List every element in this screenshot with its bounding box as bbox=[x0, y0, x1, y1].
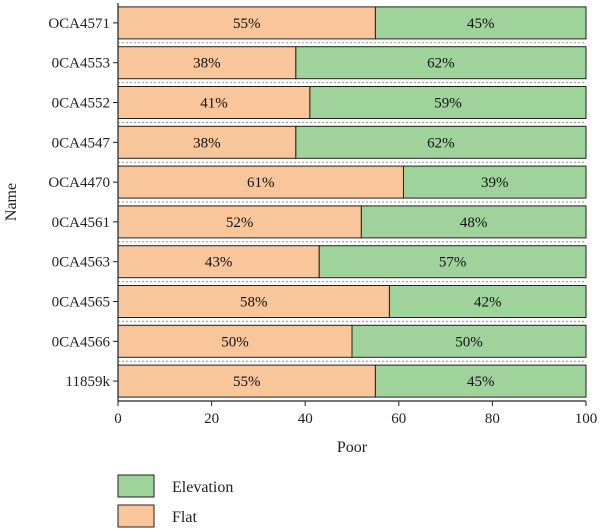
x-tick-label: 40 bbox=[298, 411, 313, 427]
bar-elevation-0ca4566 bbox=[351, 324, 587, 358]
legend-swatch-elevation bbox=[117, 474, 155, 498]
bar-label-flat-0ca4553: 38% bbox=[193, 56, 221, 72]
y-tick-label: 0CA4566 bbox=[52, 334, 111, 350]
bar-elevation-oca4470 bbox=[402, 165, 587, 199]
bar-elevation-0ca4553 bbox=[295, 46, 587, 80]
bar-label-elevation-0ca4563: 57% bbox=[439, 255, 467, 271]
bar-label-flat-oca4571: 55% bbox=[233, 16, 261, 32]
bar-elevation-0ca4561 bbox=[360, 205, 587, 239]
bar-label-flat-oca4470: 61% bbox=[247, 175, 275, 191]
legend-label-flat: Flat bbox=[172, 509, 197, 526]
x-tick-label: 80 bbox=[485, 411, 500, 427]
bar-label-flat-0ca4547: 38% bbox=[193, 135, 221, 151]
y-tick-label: 0CA4563 bbox=[52, 255, 110, 271]
y-tick-label: 11859k bbox=[66, 374, 111, 390]
legend-swatch-flat bbox=[117, 504, 155, 528]
bar-flat-11859k bbox=[117, 364, 376, 398]
y-tick-label: OCA4571 bbox=[48, 16, 110, 32]
x-tick-label: 20 bbox=[204, 411, 219, 427]
bar-label-flat-0ca4565: 58% bbox=[240, 295, 268, 311]
bar-label-elevation-oca4470: 39% bbox=[481, 175, 509, 191]
bar-elevation-oca4571 bbox=[374, 6, 587, 40]
bar-label-flat-0ca4563: 43% bbox=[205, 255, 233, 271]
x-tick-label: 0 bbox=[114, 411, 122, 427]
y-tick-label: 0CA4547 bbox=[52, 135, 111, 151]
bar-label-elevation-0ca4553: 62% bbox=[427, 56, 455, 72]
bar-elevation-0ca4552 bbox=[309, 86, 587, 119]
bar-elevation-11859k bbox=[374, 364, 587, 398]
bar-flat-0ca4565 bbox=[117, 285, 390, 318]
bar-label-flat-0ca4552: 41% bbox=[200, 96, 228, 112]
bar-flat-0ca4561 bbox=[117, 205, 362, 239]
bar-label-flat-11859k: 55% bbox=[233, 374, 261, 390]
x-axis-title: Poor bbox=[337, 439, 368, 456]
bar-label-elevation-0ca4565: 42% bbox=[474, 295, 502, 311]
y-tick-label: 0CA4553 bbox=[52, 56, 110, 72]
bar-flat-0ca4553 bbox=[117, 46, 297, 80]
bar-label-flat-0ca4561: 52% bbox=[226, 215, 254, 231]
bar-label-flat-0ca4566: 50% bbox=[221, 334, 249, 350]
bar-label-elevation-11859k: 45% bbox=[467, 374, 495, 390]
bar-elevation-0ca4563 bbox=[318, 245, 587, 279]
bar-label-elevation-0ca4547: 62% bbox=[427, 135, 455, 151]
y-tick-label: OCA4470 bbox=[48, 175, 110, 191]
bar-label-elevation-0ca4566: 50% bbox=[455, 334, 483, 350]
x-axis: 0 20 40 60 80 100 bbox=[114, 400, 598, 427]
plot-area: 55% 45% 38% 62% 41% 59% 38% 62% 61% 39% 52% 48% 43% 5… bbox=[117, 6, 587, 398]
y-tick-label: 0CA4552 bbox=[52, 96, 110, 112]
bar-flat-0ca4552 bbox=[117, 86, 311, 119]
y-tick-label: 0CA4561 bbox=[52, 215, 110, 231]
bar-label-elevation-0ca4561: 48% bbox=[460, 215, 488, 231]
bar-elevation-0ca4547 bbox=[295, 125, 587, 159]
legend: Elevation Flat bbox=[117, 474, 233, 528]
bar-label-elevation-oca4571: 45% bbox=[467, 16, 495, 32]
bar-flat-0ca4566 bbox=[117, 324, 353, 358]
legend-label-elevation: Elevation bbox=[172, 479, 233, 496]
x-tick-label: 100 bbox=[575, 411, 598, 427]
x-tick-label: 60 bbox=[391, 411, 406, 427]
y-tick-label: 0CA4565 bbox=[52, 295, 110, 311]
bar-label-elevation-0ca4552: 59% bbox=[434, 96, 462, 112]
bar-elevation-0ca4565 bbox=[388, 285, 587, 318]
y-axis-title: Name bbox=[3, 183, 20, 221]
y-axis: OCA4571 0CA4553 0CA4552 0CA4547 OCA4470 0CA45… bbox=[48, 3, 119, 401]
bar-flat-0ca4547 bbox=[117, 125, 297, 159]
